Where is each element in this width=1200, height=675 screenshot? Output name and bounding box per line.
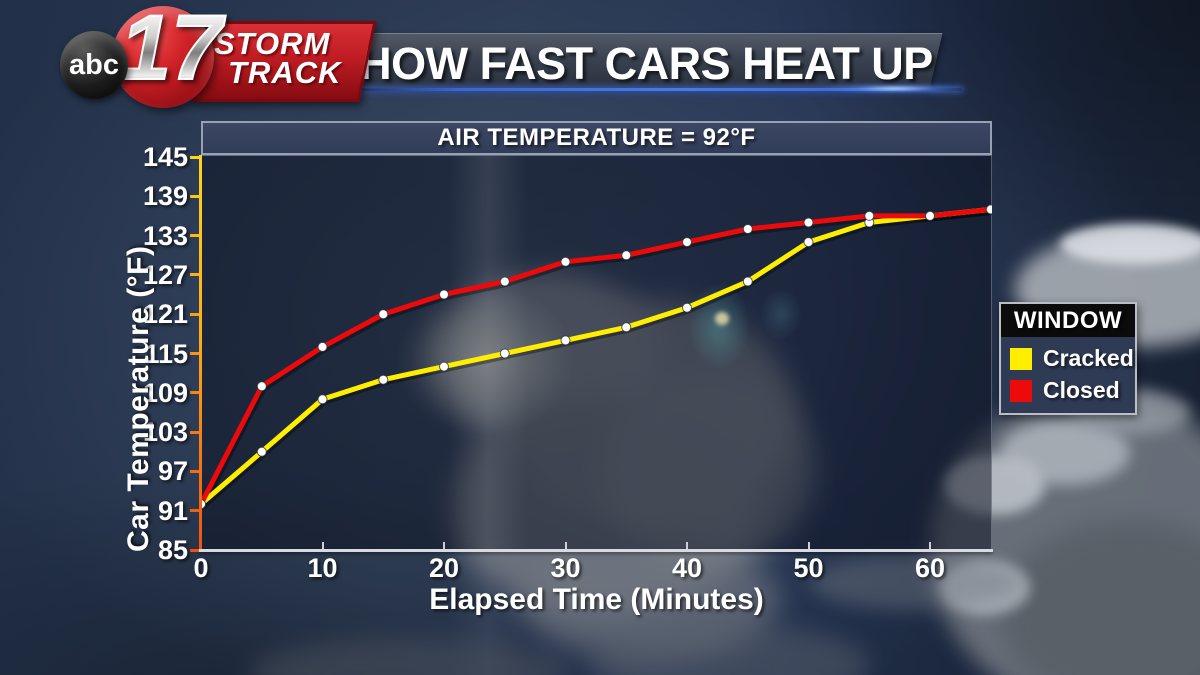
data-point-marker <box>378 309 389 320</box>
data-point-marker <box>864 210 875 221</box>
data-point-marker <box>621 250 632 261</box>
abc-logo-text: abc <box>69 48 119 81</box>
banner-accent-line <box>348 88 962 91</box>
x-tick-mark <box>443 542 445 549</box>
y-tick-mark <box>190 234 199 238</box>
y-tick-label: 103 <box>142 417 188 448</box>
legend-item-label: Cracked <box>1043 345 1134 371</box>
lens-flare-teal <box>760 288 802 340</box>
y-tick-label: 145 <box>142 142 188 172</box>
data-point-marker <box>560 256 571 267</box>
y-tick-label: 91 <box>157 495 188 526</box>
series-line-closed <box>201 206 992 506</box>
legend-title: WINDOW <box>1013 306 1123 334</box>
y-tick-label: 115 <box>144 338 188 369</box>
x-tick-label: 0 <box>193 553 209 583</box>
y-tick-mark <box>190 548 199 552</box>
y-tick-mark <box>190 391 199 395</box>
channel-17-circle <box>112 6 214 108</box>
legend-item-label: Closed <box>1043 377 1120 403</box>
y-tick-mark <box>190 469 199 473</box>
y-tick-label: 127 <box>142 259 188 290</box>
data-point-marker <box>499 276 510 287</box>
data-point-marker <box>560 335 571 346</box>
lens-flare-dot <box>715 312 729 325</box>
y-tick-label: 133 <box>142 220 188 251</box>
x-tick-mark <box>686 542 688 549</box>
x-tick-label: 60 <box>914 553 946 583</box>
lens-flare-teal <box>688 282 750 370</box>
y-tick-mark <box>190 312 199 316</box>
abc-logo: abc <box>60 31 128 99</box>
cloud-right-highlight <box>940 560 1030 615</box>
legend-swatch-closed <box>1010 379 1032 402</box>
y-tick-label: 109 <box>142 377 188 408</box>
y-tick-mark <box>190 430 199 434</box>
x-axis-title: Elapsed Time (Minutes) <box>429 583 764 616</box>
data-point-marker <box>256 381 267 392</box>
x-tick-mark <box>564 542 567 549</box>
cloud-wisp <box>810 555 1020 610</box>
x-tick-label: 40 <box>671 553 703 583</box>
series-line-shadow <box>201 209 992 509</box>
y-tick-mark <box>190 194 199 198</box>
data-point-marker <box>201 499 206 510</box>
x-tick-mark <box>807 542 810 549</box>
storm-track-line1: STORM <box>214 26 331 61</box>
legend-item: Cracked <box>1010 345 1134 372</box>
x-axis-line <box>199 549 993 552</box>
data-point-marker <box>803 237 814 248</box>
chart-subtitle-bar: AIR TEMPERATURE = 92°F <box>201 121 992 155</box>
channel-number: 17 <box>116 1 226 95</box>
data-point-marker <box>499 348 510 359</box>
data-point-marker <box>925 210 935 221</box>
y-tick-label: 85 <box>157 535 188 565</box>
chart-legend: WINDOW Cracked Closed <box>999 302 1137 415</box>
data-point-marker <box>439 361 449 372</box>
series-line-shadow <box>201 209 992 509</box>
chart-subtitle: AIR TEMPERATURE = 92°F <box>437 124 756 151</box>
x-tick-mark <box>321 542 324 549</box>
storm-track-line2: TRACK <box>228 55 342 91</box>
data-point-marker <box>803 217 814 228</box>
x-tick-label: 50 <box>793 553 824 583</box>
y-axis-title: Car Temperature (°F) <box>122 245 155 553</box>
data-point-marker <box>682 237 692 248</box>
storm-track-logo: STORM TRACK <box>214 26 342 91</box>
cloud-top-right <box>1060 224 1200 264</box>
data-point-marker <box>742 224 753 234</box>
data-point-marker <box>742 276 753 287</box>
x-tick-label: 10 <box>307 553 338 583</box>
y-axis-line <box>199 155 202 551</box>
data-point-marker <box>317 394 328 405</box>
plot-area <box>201 155 992 550</box>
y-tick-label: 139 <box>142 181 188 212</box>
legend-header: WINDOW <box>1001 304 1135 337</box>
page-title: HOW FAST CARS HEAT UP <box>359 38 933 89</box>
data-point-marker <box>256 446 267 457</box>
y-tick-mark <box>190 155 199 159</box>
series-line-cracked <box>201 206 992 506</box>
y-tick-label: 97 <box>157 456 188 487</box>
x-tick-mark <box>929 542 931 549</box>
x-tick-label: 30 <box>550 553 581 583</box>
x-tick-label: 20 <box>428 553 460 583</box>
data-point-marker <box>378 374 389 385</box>
data-point-marker <box>621 322 632 333</box>
legend-item: Closed <box>1010 377 1126 404</box>
data-point-marker <box>985 204 992 215</box>
legend-swatch-cracked <box>1010 347 1032 370</box>
line-chart <box>201 204 992 510</box>
data-point-marker <box>439 289 449 300</box>
y-tick-mark <box>190 273 199 277</box>
y-tick-mark <box>190 352 199 355</box>
legend-body: Cracked Closed <box>1001 337 1135 413</box>
data-point-marker <box>682 302 692 313</box>
data-point-marker <box>317 341 328 352</box>
y-tick-mark <box>190 509 199 513</box>
y-tick-label: 121 <box>142 299 188 330</box>
